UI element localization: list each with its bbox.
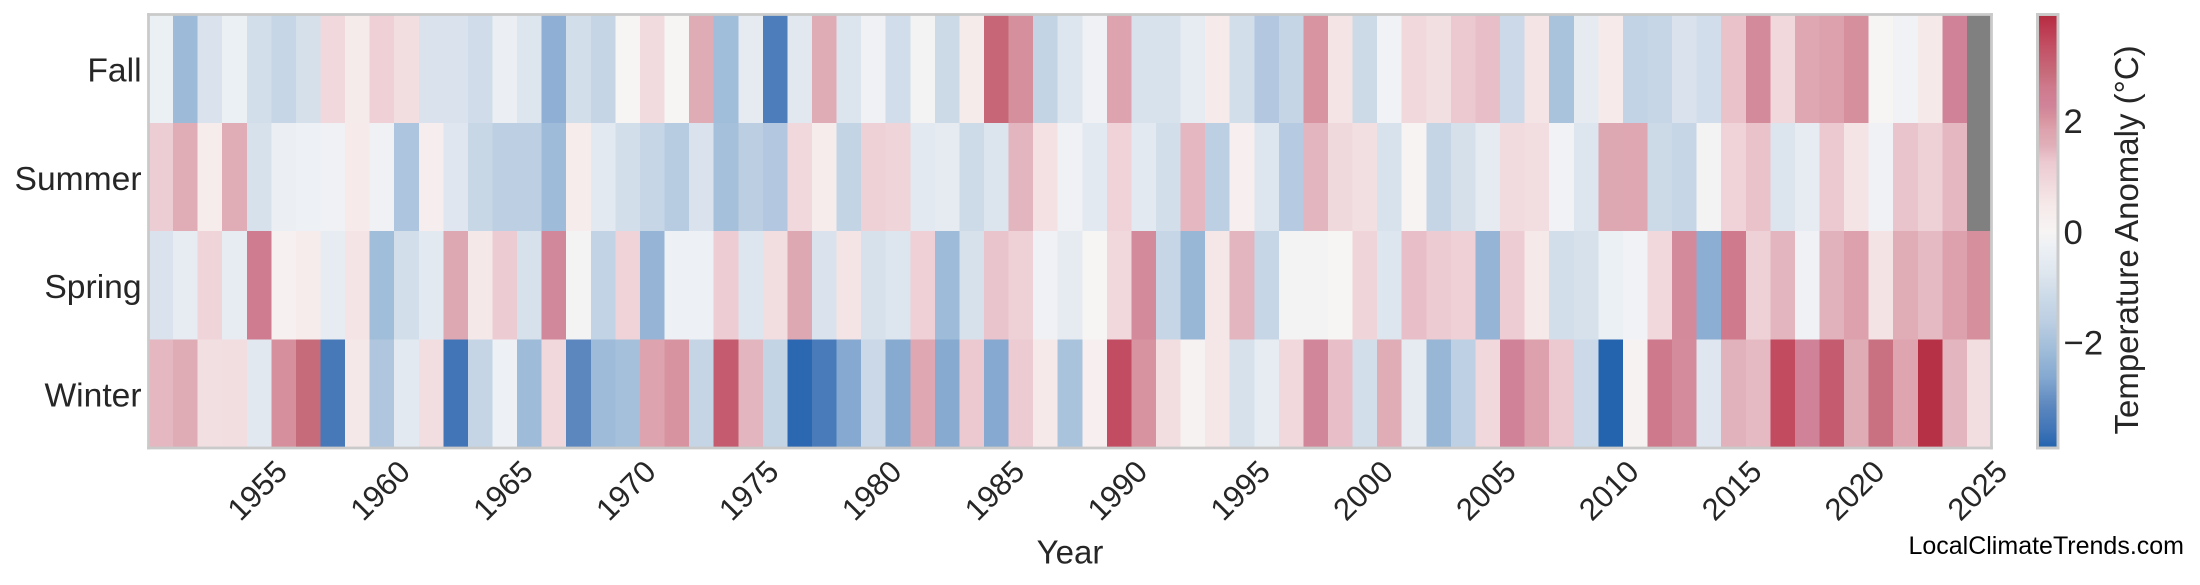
svg-text:Summer: Summer [15, 161, 142, 198]
svg-text:Spring: Spring [44, 269, 141, 306]
svg-text:0: 0 [2064, 214, 2083, 252]
svg-text:Winter: Winter [44, 378, 141, 415]
svg-text:Fall: Fall [87, 52, 141, 89]
svg-text:2: 2 [2064, 103, 2083, 141]
svg-text:Year: Year [1037, 534, 1104, 571]
svg-text:Temperature Anomaly (°C): Temperature Anomaly (°C) [2108, 45, 2145, 434]
svg-text:LocalClimateTrends.com: LocalClimateTrends.com [1908, 532, 2184, 560]
svg-text:−2: −2 [2064, 325, 2104, 363]
